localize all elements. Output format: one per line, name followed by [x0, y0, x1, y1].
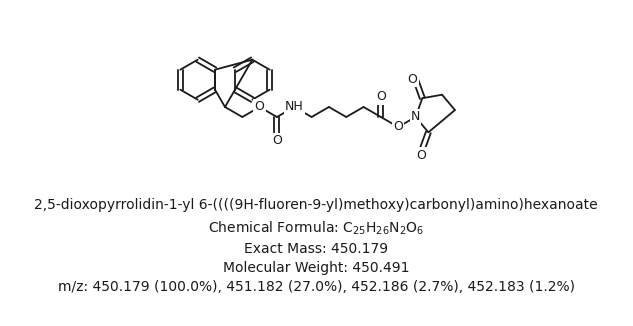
Text: O: O — [417, 149, 427, 162]
Text: O: O — [272, 135, 282, 147]
Text: NH: NH — [285, 100, 304, 113]
Text: O: O — [393, 121, 403, 134]
Text: O: O — [408, 73, 417, 86]
Text: N: N — [411, 111, 420, 124]
Text: Exact Mass: 450.179: Exact Mass: 450.179 — [244, 242, 388, 256]
Text: 2,5-dioxopyrrolidin-1-yl 6-((((9H-fluoren-9-yl)methoxy)carbonyl)amino)hexanoate: 2,5-dioxopyrrolidin-1-yl 6-((((9H-fluore… — [34, 198, 598, 212]
Text: Molecular Weight: 450.491: Molecular Weight: 450.491 — [223, 261, 410, 275]
Text: O: O — [376, 91, 386, 103]
Text: m/z: 450.179 (100.0%), 451.182 (27.0%), 452.186 (2.7%), 452.183 (1.2%): m/z: 450.179 (100.0%), 451.182 (27.0%), … — [58, 280, 575, 294]
Text: Chemical Formula: $\mathregular{C_{25}H_{26}N_{2}O_{6}}$: Chemical Formula: $\mathregular{C_{25}H_… — [208, 219, 424, 237]
Text: O: O — [254, 100, 265, 113]
